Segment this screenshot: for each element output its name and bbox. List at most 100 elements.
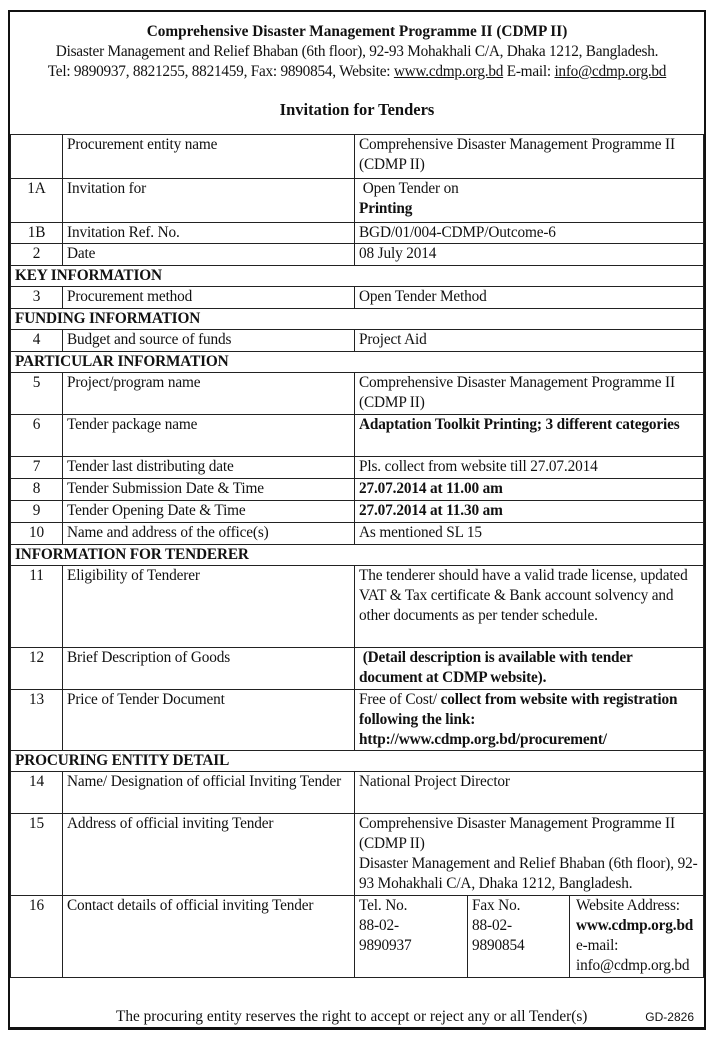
row-number: 8 xyxy=(10,478,63,501)
section-title: PROCURING ENTITY DETAIL xyxy=(10,750,704,772)
website-link[interactable]: www.cdmp.org.bd xyxy=(393,63,504,80)
tender-notice: Comprehensive Disaster Management Progra… xyxy=(8,10,706,1030)
tender-table: Procurement entity name Comprehensive Dis… xyxy=(10,134,704,978)
row-label: Tender Opening Date & Time xyxy=(62,500,355,523)
table-row: 15 Address of official inviting Tender Com… xyxy=(10,813,704,896)
value-bold: Adaptation Toolkit Printing; 3 different… xyxy=(359,416,680,433)
row-number: 12 xyxy=(10,647,63,690)
value-text: Free of Cost/ xyxy=(359,691,437,708)
row-label: Name/ Designation of official Inviting T… xyxy=(62,771,355,814)
section-title: INFORMATION FOR TENDERER xyxy=(10,544,704,566)
tel-cell: Tel. No. 88-02-9890937 xyxy=(354,895,468,978)
row-number: 3 xyxy=(10,286,63,309)
tel-label: Tel. No. xyxy=(359,897,408,914)
row-number: 13 xyxy=(10,689,63,751)
row-number: 7 xyxy=(10,456,63,479)
row-value: Adaptation Toolkit Printing; 3 different… xyxy=(354,414,704,457)
row-label: Invitation Ref. No. xyxy=(62,222,355,244)
row-value: Open Tender Method xyxy=(354,286,704,309)
notice-header: Comprehensive Disaster Management Progra… xyxy=(10,12,704,134)
row-value: (Detail description is available with te… xyxy=(354,647,704,690)
row-number: 4 xyxy=(10,329,63,352)
table-row: 1A Invitation for Open Tender on Printing xyxy=(10,178,704,223)
row-number: 1B xyxy=(10,222,63,244)
row-label: Budget and source of funds xyxy=(62,329,355,352)
row-label: Tender package name xyxy=(62,414,355,457)
section-title: FUNDING INFORMATION xyxy=(10,308,704,330)
table-row: 8 Tender Submission Date & Time 27.07.2014… xyxy=(10,478,704,501)
row-number xyxy=(10,134,63,179)
table-row: 6 Tender package name Adaptation Toolkit P… xyxy=(10,414,704,457)
row-value: 27.07.2014 at 11.30 am xyxy=(354,500,704,523)
row-value: Comprehensive Disaster Management Progra… xyxy=(354,134,704,179)
footer-text: The procuring entity reserves the right … xyxy=(116,1008,588,1025)
row-value: Free of Cost/ collect from website with … xyxy=(354,689,704,751)
row-label: Contact details of official inviting Ten… xyxy=(62,895,355,978)
row-label: Address of official inviting Tender xyxy=(62,813,355,896)
row-value: 27.07.2014 at 11.00 am xyxy=(354,478,704,501)
website-link[interactable]: www.cdmp.org.bd xyxy=(576,917,694,934)
web-cell: Website Address: www.cdmp.org.bd e-mail: in… xyxy=(569,895,704,978)
row-value: 08 July 2014 xyxy=(354,243,704,266)
row-label: Eligibility of Tenderer xyxy=(62,565,355,648)
table-row: 12 Brief Description of Goods (Detail des… xyxy=(10,647,704,690)
row-label: Tender Submission Date & Time xyxy=(62,478,355,501)
email-link[interactable]: info@cdmp.org.bd xyxy=(576,957,690,974)
row-number: 10 xyxy=(10,522,63,545)
row-value: Project Aid xyxy=(354,329,704,352)
row-label: Project/program name xyxy=(62,372,355,415)
section-header: PROCURING ENTITY DETAIL xyxy=(10,750,704,772)
row-value: Open Tender on Printing xyxy=(354,178,704,223)
value-text: Comprehensive Disaster Management Progra… xyxy=(359,815,675,852)
table-row: 14 Name/ Designation of official Inviting… xyxy=(10,771,704,814)
row-label: Price of Tender Document xyxy=(62,689,355,751)
row-label: Tender last distributing date xyxy=(62,456,355,479)
org-name: Comprehensive Disaster Management Progra… xyxy=(146,23,568,40)
table-row: 16 Contact details of official inviting T… xyxy=(10,895,704,978)
table-row: 2 Date 08 July 2014 xyxy=(10,243,704,266)
web-label: Website Address: xyxy=(576,897,680,914)
procurement-link[interactable]: http://www.cdmp.org.bd/procurement/ xyxy=(359,731,607,748)
table-row: 7 Tender last distributing date Pls. colle… xyxy=(10,456,704,479)
row-value: National Project Director xyxy=(354,771,704,814)
row-number: 16 xyxy=(10,895,63,978)
row-label: Name and address of the office(s) xyxy=(62,522,355,545)
row-value: Comprehensive Disaster Management Progra… xyxy=(354,372,704,415)
email-prefix: E-mail: xyxy=(503,63,555,80)
table-row: 4 Budget and source of funds Project Aid xyxy=(10,329,704,352)
section-title: PARTICULAR INFORMATION xyxy=(10,351,704,373)
value-bold: (Detail description is available with te… xyxy=(359,649,633,686)
row-number: 2 xyxy=(10,243,63,266)
fax-label: Fax No. xyxy=(472,897,521,914)
value-bold: collect from website with registration f… xyxy=(359,691,678,728)
email-link[interactable]: info@cdmp.org.bd xyxy=(554,63,667,80)
table-row: 5 Project/program name Comprehensive Disas… xyxy=(10,372,704,415)
email-label: e-mail: xyxy=(576,937,619,954)
value-text: Open Tender on xyxy=(362,180,459,197)
row-label: Invitation for xyxy=(62,178,355,223)
row-label: Procurement entity name xyxy=(62,134,355,179)
section-title: KEY INFORMATION xyxy=(10,265,704,287)
table-row: Procurement entity name Comprehensive Dis… xyxy=(10,134,704,179)
section-header: INFORMATION FOR TENDERER xyxy=(10,544,704,566)
row-label: Procurement method xyxy=(62,286,355,309)
row-number: 15 xyxy=(10,813,63,896)
org-contact: Tel: 9890937, 8821255, 8821459, Fax: 989… xyxy=(10,62,704,82)
section-header: PARTICULAR INFORMATION xyxy=(10,351,704,373)
section-header: FUNDING INFORMATION xyxy=(10,308,704,330)
row-value: Pls. collect from website till 27.07.201… xyxy=(354,456,704,479)
page-title: Invitation for Tenders xyxy=(279,100,435,119)
fax-number: 88-02-9890854 xyxy=(472,917,525,954)
row-value: As mentioned SL 15 xyxy=(354,522,704,545)
org-address: Disaster Management and Relief Bhaban (6… xyxy=(55,43,659,60)
row-label: Brief Description of Goods xyxy=(62,647,355,690)
row-number: 11 xyxy=(10,565,63,648)
row-value: Comprehensive Disaster Management Progra… xyxy=(354,813,704,896)
footer: The procuring entity reserves the right … xyxy=(10,1006,704,1027)
tel-number: 88-02-9890937 xyxy=(359,917,412,954)
row-value: BGD/01/004-CDMP/Outcome-6 xyxy=(354,222,704,244)
row-value: The tenderer should have a valid trade l… xyxy=(354,565,704,648)
table-row: 9 Tender Opening Date & Time 27.07.2014 at… xyxy=(10,500,704,523)
value-bold: 27.07.2014 at 11.30 am xyxy=(359,502,503,519)
table-row: 1B Invitation Ref. No. BGD/01/004-CDMP/Out… xyxy=(10,222,704,244)
